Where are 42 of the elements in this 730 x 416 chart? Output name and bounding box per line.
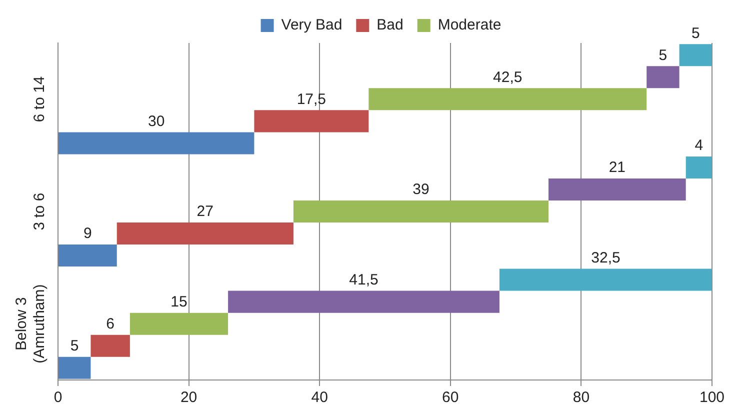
y-tick-label: 3 to 6 [31, 192, 48, 230]
data-label: 6 [106, 315, 114, 332]
data-label: 9 [84, 225, 92, 242]
data-label: 41,5 [349, 271, 378, 288]
y-tick-label: 6 to 14 [31, 76, 48, 122]
x-tick-label: 100 [699, 389, 725, 406]
y-tick-label: Below 3 (Amrutham) [13, 284, 48, 364]
data-label: 32,5 [591, 249, 620, 266]
legend-label: Very Bad [281, 16, 342, 34]
bar [368, 88, 647, 110]
x-tick-label: 20 [180, 389, 198, 406]
bar [548, 178, 686, 200]
bar [58, 132, 254, 154]
data-label: 39 [412, 181, 430, 198]
bar [254, 110, 369, 132]
bar [228, 290, 500, 313]
bar [686, 156, 712, 178]
bar [90, 334, 130, 357]
data-label: 30 [148, 112, 165, 130]
data-label: 5 [70, 338, 79, 354]
bar [130, 312, 228, 335]
data-label: 17,5 [296, 90, 326, 108]
bar [679, 44, 712, 66]
data-label: 27 [196, 203, 214, 220]
bar [116, 222, 294, 245]
bar [58, 244, 117, 267]
bar [293, 200, 548, 223]
data-label: 4 [694, 137, 704, 154]
data-label: 42,5 [493, 68, 522, 86]
legend-label: Moderate [438, 16, 502, 34]
data-label: 21 [608, 159, 626, 176]
bar [646, 66, 680, 88]
data-label: 15 [170, 293, 188, 310]
bar [499, 268, 712, 291]
x-tick-label: 0 [54, 389, 62, 406]
x-tick-label: 80 [572, 389, 590, 406]
legend-label: Bad [376, 16, 404, 34]
bar [58, 356, 91, 379]
x-tick-label: 40 [311, 389, 328, 406]
data-label: 5 [658, 46, 668, 64]
data-label: 5 [691, 24, 700, 42]
x-tick-label: 60 [442, 389, 459, 406]
